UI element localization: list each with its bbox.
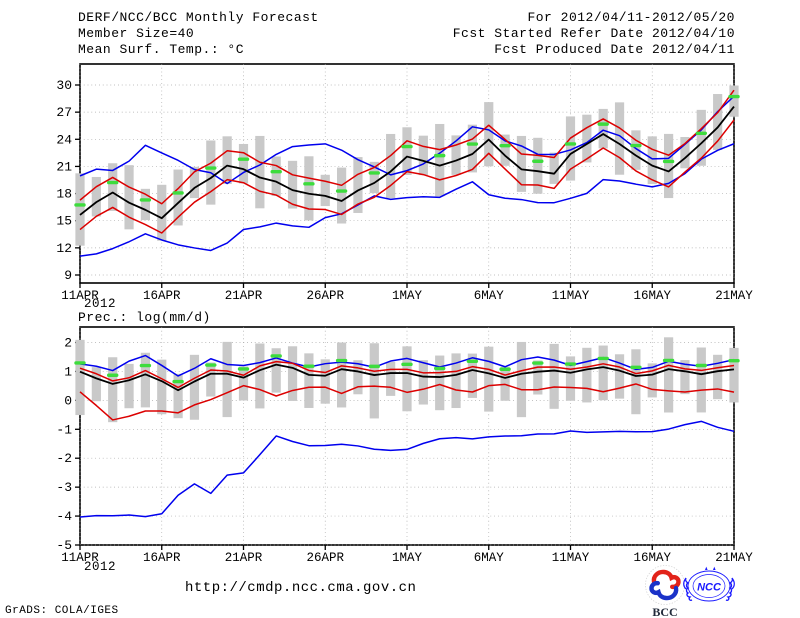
svg-text:6MAY: 6MAY	[474, 289, 505, 303]
svg-text:27: 27	[56, 105, 72, 120]
svg-text:16MAY: 16MAY	[633, 289, 671, 303]
svg-text:1MAY: 1MAY	[392, 551, 423, 565]
svg-text:NCC: NCC	[697, 582, 722, 594]
svg-text:11APR: 11APR	[61, 551, 99, 565]
svg-text:15: 15	[56, 214, 72, 229]
svg-text:24: 24	[56, 132, 72, 147]
svg-text:11MAY: 11MAY	[552, 289, 590, 303]
svg-text:6MAY: 6MAY	[474, 551, 505, 565]
svg-text:21MAY: 21MAY	[715, 289, 753, 303]
svg-text:0: 0	[64, 393, 72, 408]
svg-text:11APR: 11APR	[61, 289, 99, 303]
svg-text:21APR: 21APR	[225, 289, 263, 303]
svg-text:-4: -4	[56, 509, 72, 524]
svg-text:11MAY: 11MAY	[552, 551, 590, 565]
svg-text:21: 21	[56, 159, 72, 174]
svg-text:1: 1	[64, 364, 72, 379]
svg-text:16APR: 16APR	[143, 289, 181, 303]
svg-text:BCC: BCC	[652, 605, 677, 618]
svg-text:16MAY: 16MAY	[633, 551, 671, 565]
svg-text:18: 18	[56, 187, 72, 202]
svg-text:9: 9	[64, 268, 72, 283]
svg-text:26APR: 26APR	[306, 289, 344, 303]
svg-text:-2: -2	[56, 451, 72, 466]
svg-text:1MAY: 1MAY	[392, 289, 423, 303]
svg-text:-1: -1	[56, 422, 72, 437]
svg-text:12: 12	[56, 241, 72, 256]
svg-text:-3: -3	[56, 480, 72, 495]
svg-text:30: 30	[56, 78, 72, 93]
svg-text:16APR: 16APR	[143, 551, 181, 565]
svg-text:21MAY: 21MAY	[715, 551, 753, 565]
svg-text:21APR: 21APR	[225, 551, 263, 565]
svg-text:26APR: 26APR	[306, 551, 344, 565]
svg-text:2: 2	[64, 336, 72, 351]
